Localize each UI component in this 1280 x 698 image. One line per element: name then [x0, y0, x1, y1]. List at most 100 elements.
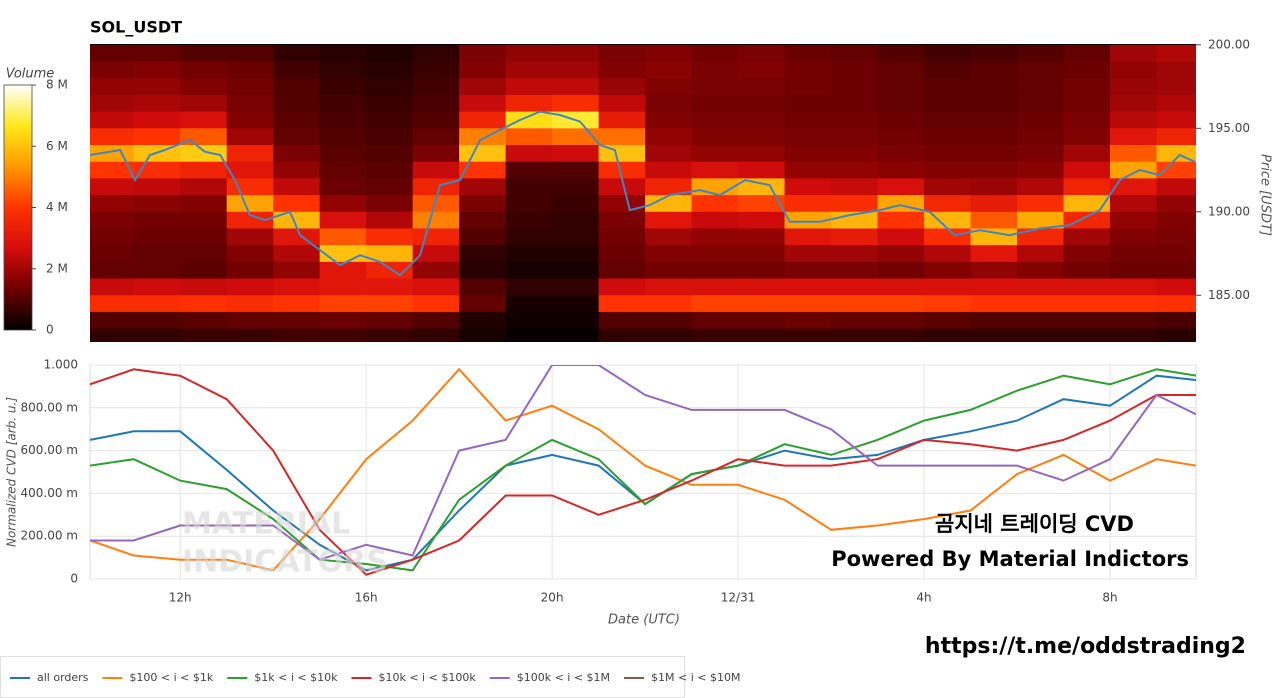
heat-cell — [273, 44, 321, 63]
heat-cell — [90, 278, 135, 296]
heat-cell — [505, 328, 553, 342]
heat-cell — [831, 245, 879, 263]
heat-cell — [180, 328, 228, 342]
heat-cell — [552, 261, 600, 280]
heat-cell — [180, 261, 228, 280]
heat-cell — [459, 94, 507, 113]
heat-cell — [1109, 128, 1158, 146]
heat-cell — [970, 228, 1018, 246]
heat-cell — [505, 295, 553, 313]
heat-cell — [598, 245, 646, 263]
heat-cell — [1063, 261, 1111, 280]
heat-cell — [598, 328, 646, 342]
heat-cell — [924, 311, 972, 330]
heat-cell — [784, 128, 832, 146]
heat-cell — [784, 228, 832, 246]
heat-cell — [133, 311, 181, 330]
heat-cell — [784, 111, 832, 129]
heat-cell — [273, 328, 321, 342]
heat-cell — [784, 311, 832, 330]
heat-cell — [366, 161, 414, 179]
heat-cell — [831, 278, 879, 296]
heat-cell — [552, 145, 600, 163]
heat-cell — [1156, 295, 1196, 313]
heat-cell — [133, 94, 181, 113]
heat-cell — [412, 145, 460, 163]
heat-cell — [319, 245, 367, 263]
legend-label: $100 < i < $1k — [129, 671, 213, 684]
heat-cell — [645, 278, 693, 296]
heat-cell — [970, 261, 1018, 280]
heat-cell — [552, 295, 600, 313]
heat-cell — [1017, 94, 1065, 113]
heat-cell — [505, 78, 553, 96]
heat-cell — [226, 145, 274, 163]
heat-cell — [90, 195, 135, 213]
heat-cell — [738, 128, 786, 146]
heat-cell — [924, 211, 972, 230]
heat-cell — [226, 295, 274, 313]
heat-cell — [180, 278, 228, 296]
heat-cell — [412, 111, 460, 129]
colorbar-title: Volume — [6, 67, 55, 82]
heat-cell — [970, 94, 1018, 113]
heat-cell — [1017, 328, 1065, 342]
heat-cell — [366, 94, 414, 113]
heat-cell — [273, 78, 321, 96]
heat-cell — [459, 178, 507, 196]
heat-cell — [505, 245, 553, 263]
heat-cell — [598, 295, 646, 313]
heat-cell — [366, 245, 414, 263]
caption-link[interactable]: https://t.me/oddstrading2 — [925, 634, 1246, 659]
heat-cell — [784, 94, 832, 113]
heat-cell — [691, 228, 739, 246]
heat-cell — [459, 245, 507, 263]
heat-cell — [784, 261, 832, 280]
heat-cell — [924, 328, 972, 342]
heat-cell — [226, 211, 274, 230]
heat-cell — [924, 128, 972, 146]
heat-cell — [133, 78, 181, 96]
heat-cell — [645, 211, 693, 230]
heat-cell — [645, 311, 693, 330]
heat-cell — [598, 128, 646, 146]
x-tick-label: 8h — [1102, 591, 1117, 605]
heat-cell — [831, 44, 879, 63]
heat-cell — [273, 311, 321, 330]
heat-cell — [180, 178, 228, 196]
heat-cell — [412, 278, 460, 296]
heat-cell — [1109, 328, 1158, 342]
heat-cell — [1017, 195, 1065, 213]
x-tick-label: 16h — [355, 591, 378, 605]
heat-cell — [133, 261, 181, 280]
heat-cell — [1109, 278, 1158, 296]
heat-cell — [970, 44, 1018, 63]
heat-cell — [738, 78, 786, 96]
heat-cell — [90, 44, 135, 63]
heat-cell — [412, 295, 460, 313]
heat-cell — [1017, 178, 1065, 196]
heat-cell — [645, 128, 693, 146]
heat-cell — [133, 328, 181, 342]
heat-cell — [1063, 195, 1111, 213]
heat-cell — [645, 295, 693, 313]
heat-cell — [180, 94, 228, 113]
heat-cell — [784, 78, 832, 96]
heat-cell — [1156, 328, 1196, 342]
heat-cell — [970, 211, 1018, 230]
heat-cell — [552, 211, 600, 230]
heat-cell — [1017, 145, 1065, 163]
heat-cell — [738, 245, 786, 263]
heat-cell — [1109, 178, 1158, 196]
heat-cell — [738, 278, 786, 296]
heat-cell — [180, 211, 228, 230]
heat-cell — [831, 61, 879, 79]
heat-cell — [691, 161, 739, 179]
heat-cell — [273, 145, 321, 163]
heat-cell — [273, 245, 321, 263]
heat-cell — [90, 228, 135, 246]
heat-cell — [1109, 228, 1158, 246]
heat-cell — [459, 195, 507, 213]
heat-cell — [226, 178, 274, 196]
heat-cell — [598, 78, 646, 96]
